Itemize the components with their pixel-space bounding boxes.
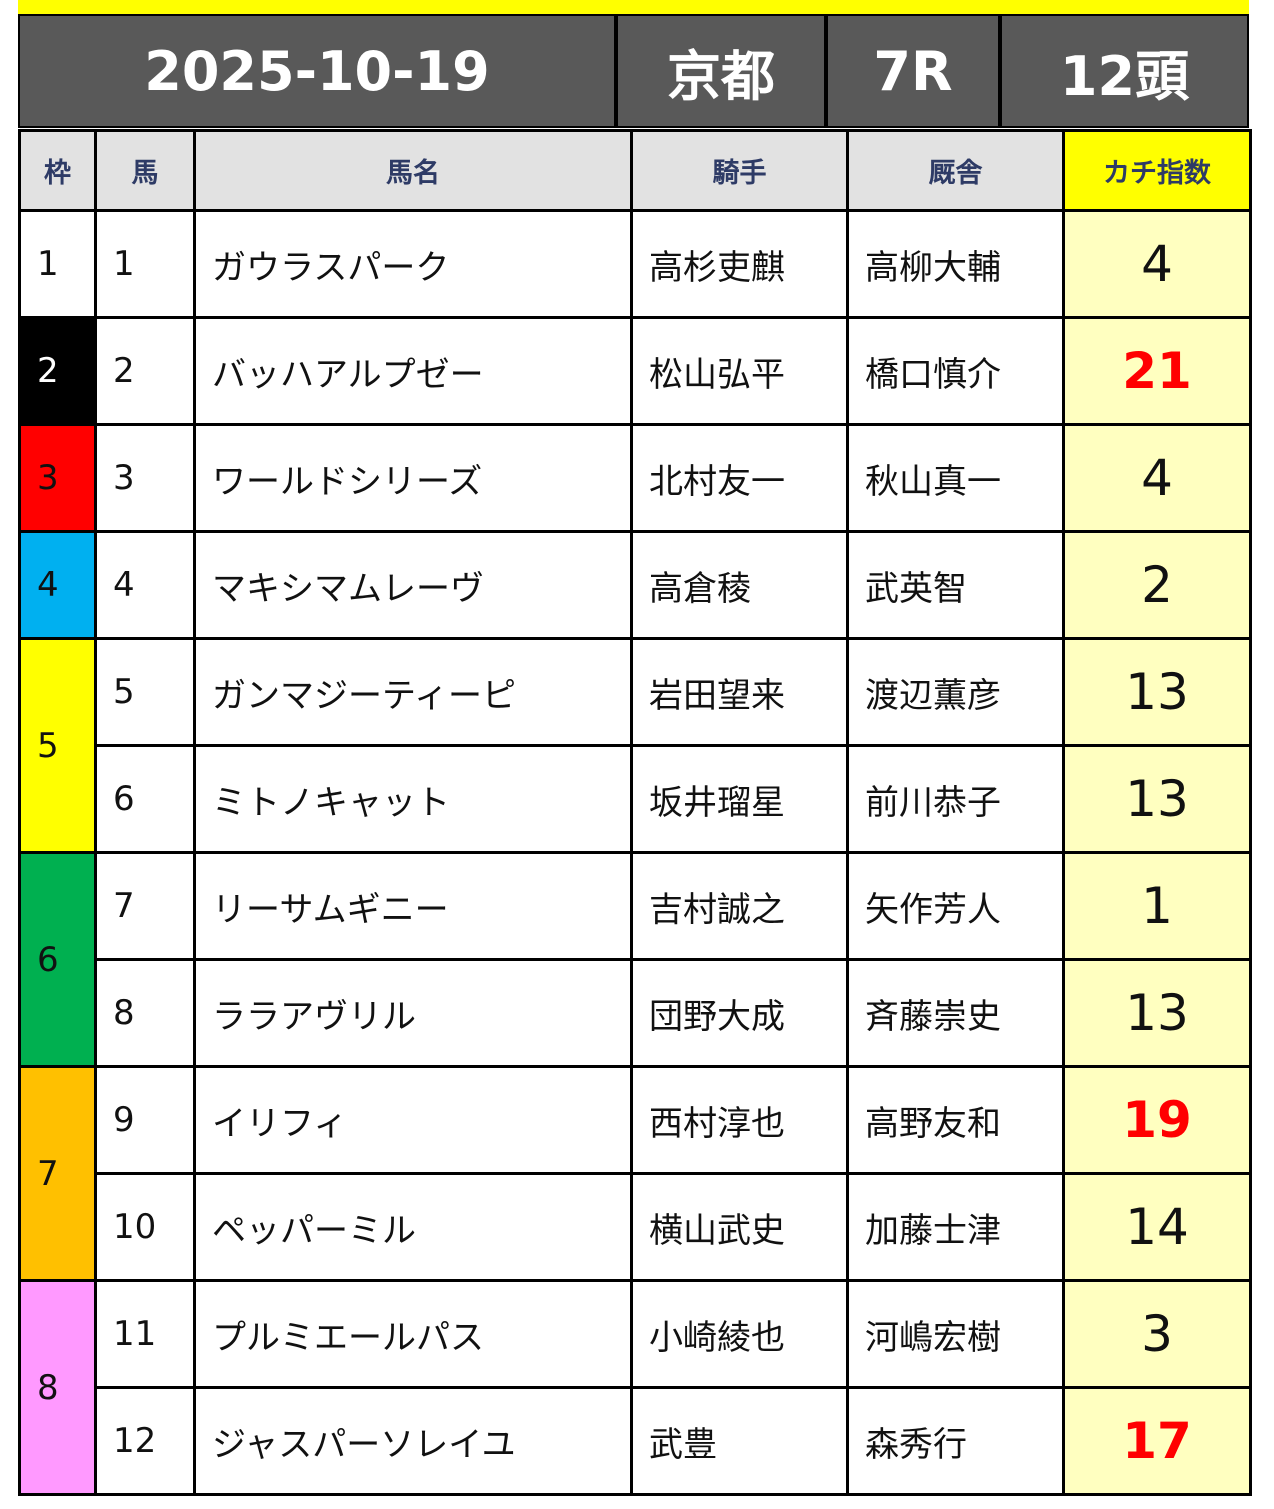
trainer-cell: 矢作芳人: [846, 851, 1065, 961]
horse-name-cell: ペッパーミル: [193, 1172, 633, 1282]
horse-number-cell: 3: [94, 423, 196, 533]
horse-number-cell: 5: [94, 637, 196, 747]
horse-name-cell: ララアヴリル: [193, 958, 633, 1068]
horse-name-cell: イリフィ: [193, 1065, 633, 1175]
kachi-score-cell: 13: [1062, 958, 1252, 1068]
horse-number-cell: 2: [94, 316, 196, 426]
kachi-score-cell: 21: [1062, 316, 1252, 426]
table-row: 4 4 マキシマムレーヴ 高倉稜 武英智 2: [18, 530, 1252, 640]
horse-name-cell: ジャスパーソレイユ: [193, 1386, 633, 1496]
race-venue: 京都: [616, 14, 826, 128]
waku-cell: 3: [18, 423, 97, 533]
table-row: 7 9 イリフィ 西村淳也 高野友和 19: [18, 1065, 1252, 1282]
kachi-score-cell: 13: [1062, 744, 1252, 854]
race-number: 7R: [826, 14, 1000, 128]
kachi-score-cell: 19: [1062, 1065, 1252, 1175]
race-date: 2025-10-19: [18, 14, 616, 128]
horse-number-cell: 11: [94, 1279, 196, 1389]
waku-cell: 6: [18, 851, 97, 1068]
table-row: 6 7 リーサムギニー 吉村誠之 矢作芳人 1: [18, 851, 1252, 1068]
trainer-cell: 森秀行: [846, 1386, 1065, 1496]
jockey-cell: 松山弘平: [630, 316, 849, 426]
waku-cell: 5: [18, 637, 97, 854]
waku-cell: 1: [18, 209, 97, 319]
col-uma: 馬: [94, 129, 196, 212]
horse-name-cell: マキシマムレーヴ: [193, 530, 633, 640]
jockey-cell: 小崎綾也: [630, 1279, 849, 1389]
jockey-cell: 団野大成: [630, 958, 849, 1068]
trainer-cell: 橋口慎介: [846, 316, 1065, 426]
waku-cell: 8: [18, 1279, 97, 1496]
table-row: 1 1 ガウラスパーク 高杉吏麒 高柳大輔 4: [18, 209, 1252, 319]
waku-cell: 4: [18, 530, 97, 640]
table-row: 2 2 バッハアルプゼー 松山弘平 橋口慎介 21: [18, 316, 1252, 426]
kachi-score-cell: 17: [1062, 1386, 1252, 1496]
horse-number-cell: 1: [94, 209, 196, 319]
col-trainer: 厩舎: [846, 129, 1065, 212]
table-row: 6 ミトノキャット 坂井瑠星 前川恭子 13: [20, 744, 1252, 854]
horse-name-cell: ワールドシリーズ: [193, 423, 633, 533]
trainer-cell: 斉藤崇史: [846, 958, 1065, 1068]
horse-name-cell: ガンマジーティーピ: [193, 637, 633, 747]
trainer-cell: 秋山真一: [846, 423, 1065, 533]
horse-number-cell: 9: [94, 1065, 196, 1175]
race-header: 2025-10-19 京都 7R 12頭: [18, 14, 1249, 128]
jockey-cell: 北村友一: [630, 423, 849, 533]
runner-count: 12頭: [1000, 14, 1249, 128]
kachi-score-cell: 3: [1062, 1279, 1252, 1389]
horse-number-cell: 10: [94, 1172, 196, 1282]
top-accent-bar: [18, 0, 1249, 14]
trainer-cell: 前川恭子: [846, 744, 1065, 854]
horse-number-cell: 4: [94, 530, 196, 640]
table-row: 8 ララアヴリル 団野大成 斉藤崇史 13: [20, 958, 1252, 1068]
col-horse-name: 馬名: [193, 129, 633, 212]
col-jockey: 騎手: [630, 129, 849, 212]
horse-name-cell: リーサムギニー: [193, 851, 633, 961]
col-score: カチ指数: [1062, 129, 1252, 212]
trainer-cell: 河嶋宏樹: [846, 1279, 1065, 1389]
entries-table: 枠 馬 馬名 騎手 厩舎 カチ指数 1 1 ガウラスパーク 高杉吏麒 高柳大輔 4 2 2 バッ…: [18, 129, 1252, 1496]
table-header-row: 枠 馬 馬名 騎手 厩舎 カチ指数: [18, 129, 1252, 212]
horse-name-cell: バッハアルプゼー: [193, 316, 633, 426]
waku-cell: 2: [18, 316, 97, 426]
kachi-score-cell: 14: [1062, 1172, 1252, 1282]
col-waku: 枠: [18, 129, 97, 212]
horse-number-cell: 8: [94, 958, 196, 1068]
waku-cell: 7: [18, 1065, 97, 1282]
trainer-cell: 高野友和: [846, 1065, 1065, 1175]
table-row: 10 ペッパーミル 横山武史 加藤士津 14: [20, 1172, 1252, 1282]
jockey-cell: 高倉稜: [630, 530, 849, 640]
trainer-cell: 高柳大輔: [846, 209, 1065, 319]
table-row: 8 11 プルミエールパス 小崎綾也 河嶋宏樹 3: [18, 1279, 1252, 1496]
horse-number-cell: 7: [94, 851, 196, 961]
table-row: 5 5 ガンマジーティーピ 岩田望来 渡辺薫彦 13: [18, 637, 1252, 854]
trainer-cell: 加藤士津: [846, 1172, 1065, 1282]
jockey-cell: 高杉吏麒: [630, 209, 849, 319]
horse-number-cell: 6: [94, 744, 196, 854]
kachi-score-cell: 4: [1062, 423, 1252, 533]
trainer-cell: 武英智: [846, 530, 1065, 640]
jockey-cell: 岩田望来: [630, 637, 849, 747]
jockey-cell: 西村淳也: [630, 1065, 849, 1175]
kachi-score-cell: 13: [1062, 637, 1252, 747]
table-row: 3 3 ワールドシリーズ 北村友一 秋山真一 4: [18, 423, 1252, 533]
trainer-cell: 渡辺薫彦: [846, 637, 1065, 747]
horse-name-cell: ミトノキャット: [193, 744, 633, 854]
jockey-cell: 横山武史: [630, 1172, 849, 1282]
horse-name-cell: プルミエールパス: [193, 1279, 633, 1389]
horse-number-cell: 12: [94, 1386, 196, 1496]
jockey-cell: 武豊: [630, 1386, 849, 1496]
kachi-score-cell: 4: [1062, 209, 1252, 319]
kachi-score-cell: 2: [1062, 530, 1252, 640]
table-row: 12 ジャスパーソレイユ 武豊 森秀行 17: [20, 1386, 1252, 1496]
jockey-cell: 吉村誠之: [630, 851, 849, 961]
jockey-cell: 坂井瑠星: [630, 744, 849, 854]
kachi-score-cell: 1: [1062, 851, 1252, 961]
horse-name-cell: ガウラスパーク: [193, 209, 633, 319]
